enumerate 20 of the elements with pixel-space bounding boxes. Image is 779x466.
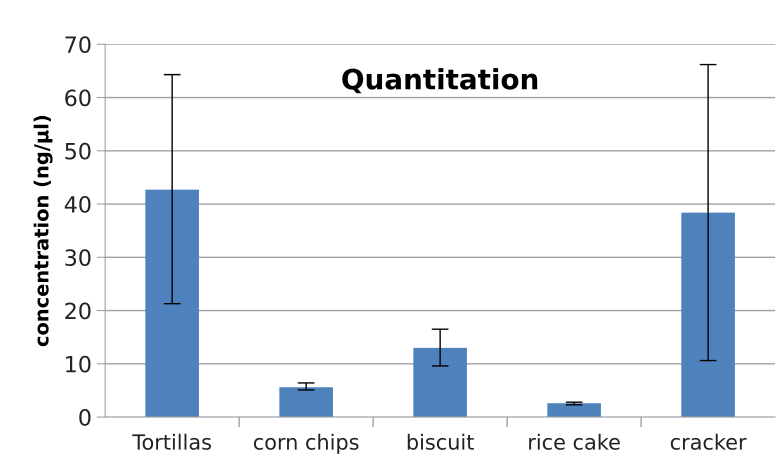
y-tick-label: 70 [66,36,90,54]
y-tick-label: 20 [65,302,90,320]
y-tick-label: 0 [79,409,90,426]
bar [413,348,467,418]
x-tick-label: Tortillas [132,434,211,450]
y-tick-label: 10 [66,356,90,373]
bar [547,403,601,418]
x-tick-label: rice cake [529,434,620,450]
x-tick-label: corn chips [254,434,359,454]
bar [145,190,199,418]
text: Quantitation [342,68,538,94]
y-tick-label: 30 [65,249,90,266]
bar [681,212,735,418]
y-tick-label: 40 [64,196,90,213]
bar [279,387,333,418]
y-tick-label: 60 [65,89,90,106]
x-tick-label: cracker [670,434,747,450]
y-tick-label: 50 [65,142,90,160]
y-axis-title: concentration (ng/µl) [34,116,53,346]
x-tick-label: biscuit [408,434,474,450]
